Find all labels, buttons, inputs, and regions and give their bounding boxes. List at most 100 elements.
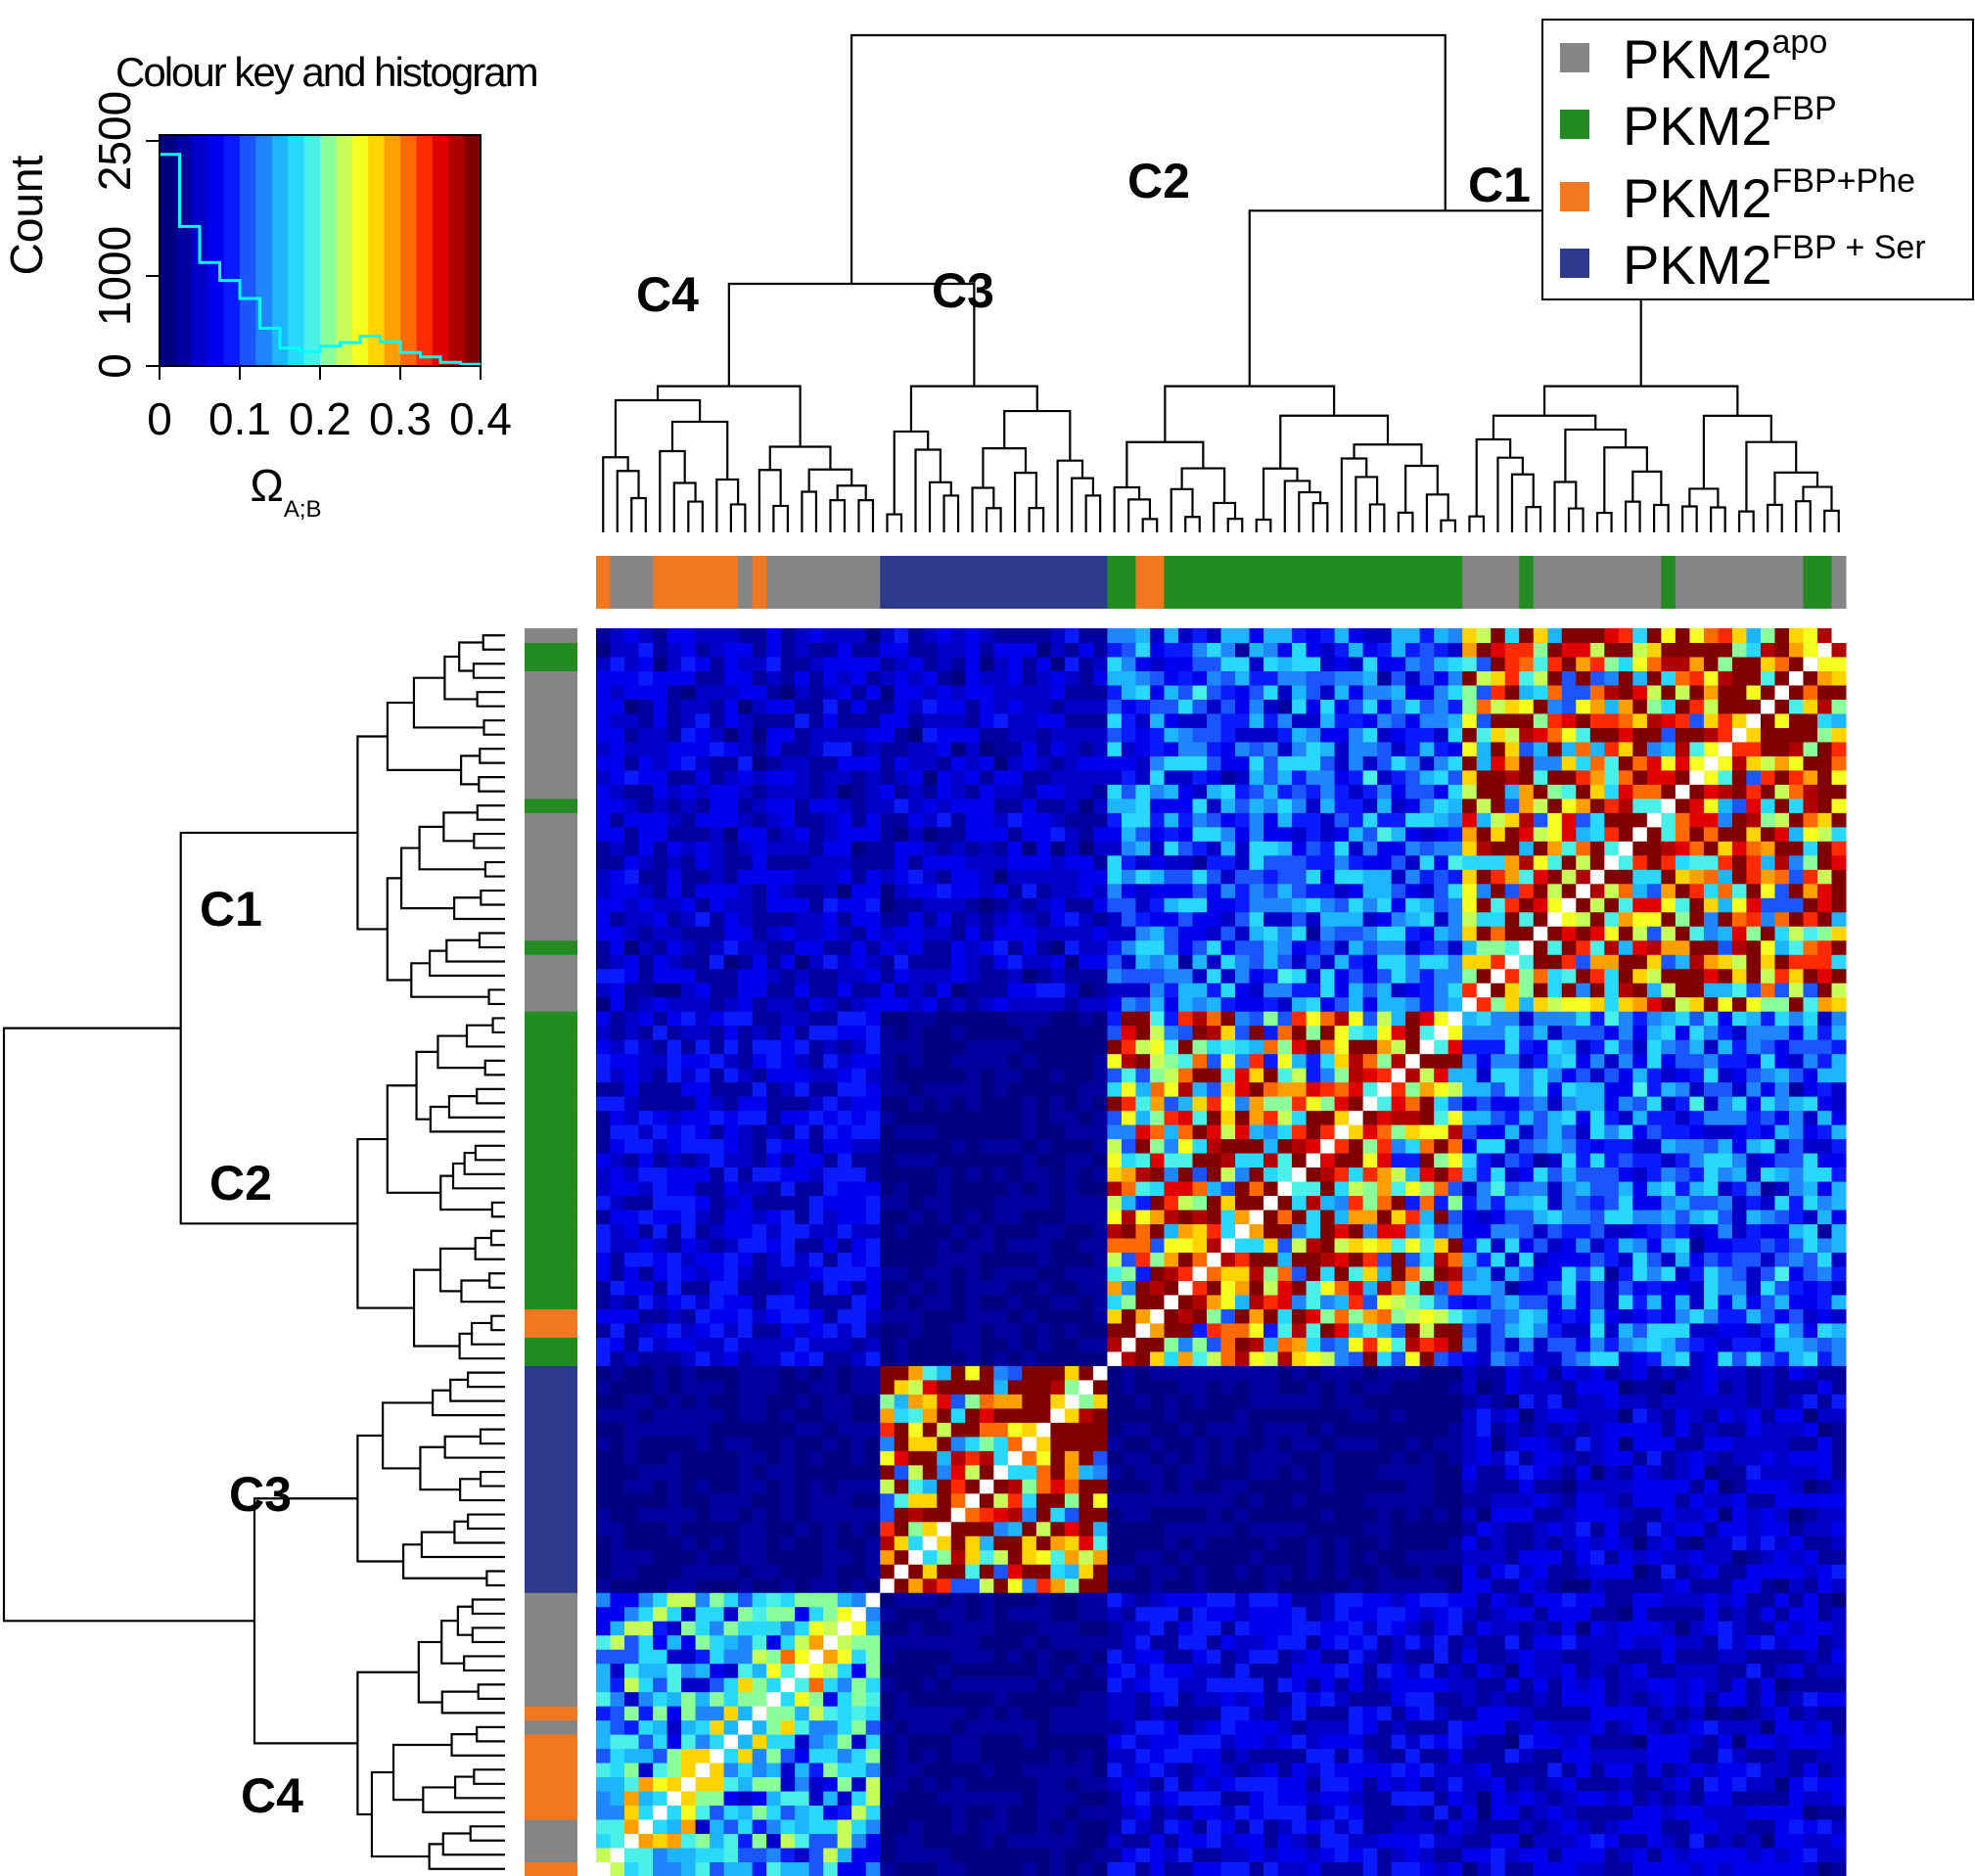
- heatmap-cell: [653, 1819, 668, 1835]
- heatmap-cell: [1519, 1407, 1535, 1423]
- heatmap-cell: [1589, 1407, 1605, 1423]
- heatmap-cell: [1447, 1819, 1463, 1835]
- heatmap-cell: [1504, 1649, 1520, 1665]
- heatmap-cell: [1306, 1861, 1321, 1876]
- heatmap-cell: [1135, 1663, 1151, 1678]
- left-bar-segment: [525, 741, 577, 756]
- top-bar-segment: [1263, 556, 1279, 609]
- heatmap-cell: [1589, 1479, 1605, 1494]
- heatmap-cell: [1306, 1634, 1321, 1650]
- heatmap-cell: [1135, 1677, 1151, 1693]
- heatmap-cell: [1292, 1492, 1308, 1508]
- heatmap-cell: [1718, 1365, 1733, 1381]
- heatmap-cell: [1235, 1294, 1251, 1309]
- heatmap-cell: [1703, 1280, 1719, 1296]
- heatmap-cell: [1462, 1322, 1478, 1338]
- heatmap-cell: [979, 1649, 994, 1665]
- heatmap-cell: [1121, 1521, 1136, 1536]
- heatmap-cell: [1618, 1564, 1633, 1579]
- heatmap-cell: [695, 1464, 711, 1480]
- heatmap-cell: [1476, 1252, 1492, 1267]
- heatmap-cell: [1718, 1138, 1733, 1154]
- heatmap-cell: [1092, 1578, 1108, 1593]
- heatmap-cell: [1121, 1280, 1136, 1296]
- heatmap-cell: [1547, 1748, 1563, 1763]
- dendrogram-branch: [459, 1478, 505, 1502]
- heatmap-cell: [1816, 1394, 1832, 1409]
- top-bar-segment: [1121, 556, 1136, 609]
- heatmap-cell: [1235, 1734, 1251, 1750]
- heatmap-cell: [1349, 1521, 1364, 1536]
- heatmap-cell: [1491, 1195, 1506, 1211]
- heatmap-cell: [1007, 1521, 1023, 1536]
- heatmap-cell: [979, 1776, 994, 1792]
- heatmap-cell: [780, 1464, 796, 1480]
- dendrogram-branch: [1564, 428, 1628, 482]
- top-bar-segment: [1703, 556, 1719, 609]
- heatmap-cell: [1718, 1677, 1733, 1693]
- heatmap-cell: [1604, 1762, 1620, 1778]
- heatmap-cell: [1731, 1181, 1747, 1197]
- heatmap-cell: [766, 1252, 782, 1267]
- heatmap-cell: [1192, 1819, 1208, 1835]
- heatmap-cell: [1491, 1535, 1506, 1551]
- heatmap-cell: [1831, 1280, 1847, 1296]
- heatmap-cell: [922, 1734, 938, 1750]
- dendrogram-branch: [483, 860, 505, 878]
- heatmap-cell: [1064, 1592, 1079, 1608]
- heatmap-cell: [766, 1507, 782, 1523]
- heatmap-cell: [1803, 1210, 1818, 1225]
- heatmap-cell: [979, 1748, 994, 1763]
- dendrogram-branch: [451, 1162, 505, 1190]
- heatmap-cell: [1434, 1210, 1449, 1225]
- heatmap-cell: [1703, 1450, 1719, 1466]
- heatmap-cell: [1589, 1464, 1605, 1480]
- heatmap-cell: [1646, 1592, 1662, 1608]
- heatmap-cell: [1803, 1819, 1818, 1835]
- heatmap-cell: [1491, 1350, 1506, 1366]
- heatmap-cell: [993, 1776, 1009, 1792]
- heatmap-cell: [1377, 1762, 1393, 1778]
- heatmap-cell: [738, 1450, 754, 1466]
- heatmap-cell: [795, 1153, 810, 1168]
- heatmap-cell: [865, 1280, 881, 1296]
- heatmap-cell: [1107, 1606, 1123, 1622]
- top-bar-segment: [1206, 556, 1221, 609]
- heatmap-cell: [1788, 1436, 1804, 1451]
- heatmap-cell: [610, 1621, 625, 1636]
- heatmap-cell: [1362, 1621, 1378, 1636]
- dendrogram-branch: [1213, 501, 1237, 532]
- heatmap-cell: [1107, 1464, 1123, 1480]
- heatmap-cell: [908, 1252, 924, 1267]
- heatmap-cell: [1121, 1578, 1136, 1593]
- heatmap-cell: [1035, 1252, 1051, 1267]
- heatmap-cell: [1618, 1450, 1633, 1466]
- heatmap-cell: [1774, 1280, 1790, 1296]
- heatmap-cell: [1277, 1848, 1293, 1863]
- heatmap-cell: [766, 1634, 782, 1650]
- heatmap-cell: [808, 1252, 824, 1267]
- heatmap-cell: [1079, 1677, 1094, 1693]
- heatmap-cell: [1121, 1762, 1136, 1778]
- heatmap-cell: [638, 1492, 654, 1508]
- heatmap-cell: [1007, 1479, 1023, 1494]
- dendrogram-branch: [909, 385, 1038, 432]
- heatmap-cell: [1632, 1677, 1648, 1693]
- heatmap-cell: [780, 1606, 796, 1622]
- heatmap-cell: [1561, 1691, 1577, 1707]
- heatmap-cell: [1135, 1238, 1151, 1253]
- heatmap-cell: [1632, 1691, 1648, 1707]
- heatmap-cell: [1576, 1805, 1591, 1820]
- heatmap-cell: [1263, 1322, 1279, 1338]
- heatmap-cell: [1220, 1422, 1236, 1438]
- heatmap-cell: [1107, 1549, 1123, 1565]
- heatmap-cell: [1206, 1210, 1221, 1225]
- heatmap-cell: [865, 1833, 881, 1849]
- heatmap-cell: [1292, 1521, 1308, 1536]
- heatmap-cell: [823, 1762, 839, 1778]
- heatmap-cell: [738, 1337, 754, 1352]
- heatmap-cell: [1434, 1379, 1449, 1395]
- heatmap-cell: [1022, 1350, 1037, 1366]
- heatmap-cell: [1419, 1706, 1435, 1721]
- heatmap-cell: [681, 1379, 697, 1395]
